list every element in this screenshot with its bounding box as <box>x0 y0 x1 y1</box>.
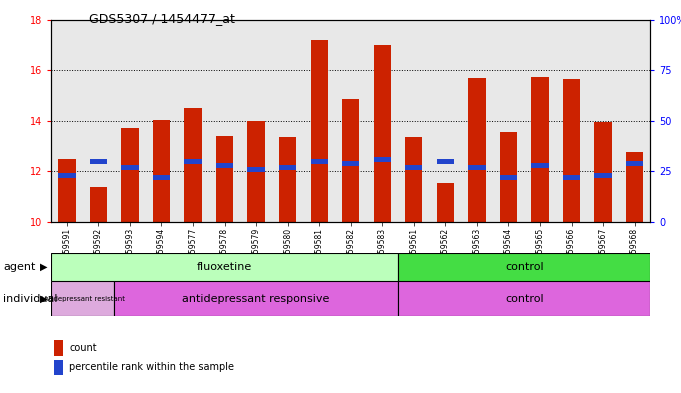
Text: agent: agent <box>3 262 36 272</box>
Bar <box>342 161 360 166</box>
Bar <box>437 183 454 222</box>
Bar <box>247 167 265 172</box>
Text: antidepressant resistant: antidepressant resistant <box>40 296 125 302</box>
Bar <box>90 187 107 222</box>
Text: percentile rank within the sample: percentile rank within the sample <box>69 362 234 373</box>
Bar <box>216 163 233 168</box>
Bar <box>58 159 76 222</box>
Bar <box>626 161 644 166</box>
Bar <box>563 175 580 180</box>
Bar <box>216 136 233 222</box>
Bar <box>626 152 644 222</box>
Bar <box>398 253 650 281</box>
Bar <box>374 156 391 162</box>
Bar <box>311 40 328 222</box>
Bar <box>153 175 170 180</box>
Bar <box>563 79 580 222</box>
Bar <box>405 137 422 222</box>
Bar <box>247 121 265 222</box>
Bar <box>121 165 139 170</box>
Bar <box>531 77 549 222</box>
Bar <box>469 165 486 170</box>
Bar <box>374 45 391 222</box>
Bar <box>153 119 170 222</box>
Text: individual: individual <box>3 294 58 304</box>
Bar <box>279 137 296 222</box>
Bar <box>90 158 107 164</box>
Bar <box>185 108 202 222</box>
Text: control: control <box>505 294 543 304</box>
Text: ▶: ▶ <box>39 294 47 304</box>
Bar <box>500 132 517 222</box>
Text: count: count <box>69 343 97 353</box>
Bar <box>398 281 650 316</box>
Text: control: control <box>505 262 543 272</box>
Bar <box>51 281 114 316</box>
Bar <box>114 281 398 316</box>
Bar <box>51 253 398 281</box>
Bar <box>58 173 76 178</box>
Bar <box>185 158 202 164</box>
Bar <box>595 173 612 178</box>
Bar <box>311 158 328 164</box>
Bar <box>500 175 517 180</box>
Bar <box>595 122 612 222</box>
Bar <box>121 129 139 222</box>
Bar <box>279 165 296 170</box>
Bar <box>531 163 549 168</box>
Text: antidepressant responsive: antidepressant responsive <box>183 294 330 304</box>
Text: fluoxetine: fluoxetine <box>197 262 252 272</box>
Bar <box>469 78 486 222</box>
Bar <box>405 165 422 170</box>
Text: ▶: ▶ <box>39 262 47 272</box>
Bar <box>342 99 360 222</box>
Bar <box>437 158 454 164</box>
Text: GDS5307 / 1454477_at: GDS5307 / 1454477_at <box>89 12 234 25</box>
